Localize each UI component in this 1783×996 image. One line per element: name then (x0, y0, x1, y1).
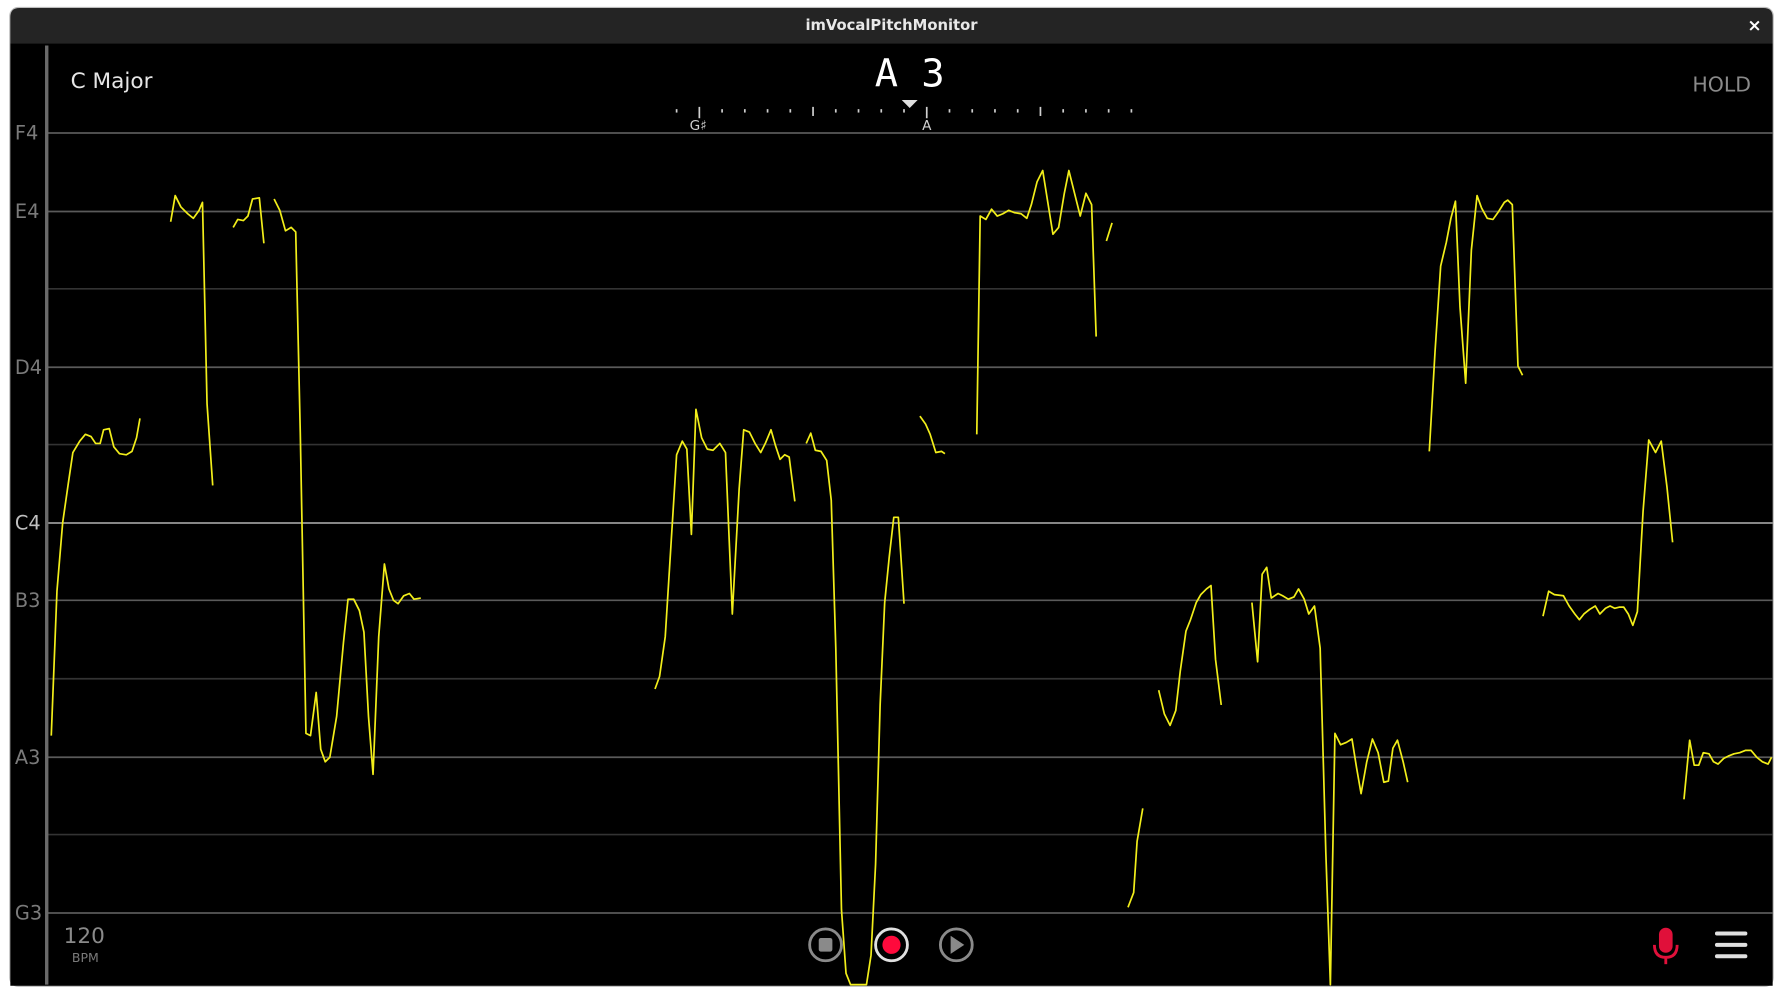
window-title: imVocalPitchMonitor (805, 17, 978, 34)
tuner-label: G♯ (690, 118, 707, 134)
stop-icon (818, 938, 833, 952)
mic-body (1658, 927, 1673, 953)
trace-segment (1428, 194, 1524, 452)
stop-ring (808, 927, 843, 963)
pitch-label: D4 (15, 356, 42, 379)
trace-segment (1157, 584, 1223, 727)
trace-segment (1542, 439, 1674, 627)
trace-segment (232, 196, 265, 244)
tuner-label: A (922, 118, 932, 134)
key-label[interactable]: C Major (71, 69, 153, 94)
canvas (10, 43, 1773, 986)
title-bar (10, 7, 1773, 44)
hold-button[interactable]: HOLD (1692, 72, 1751, 96)
pitch-label: F4 (15, 122, 38, 145)
record-icon (882, 935, 901, 954)
close-button[interactable]: × (1747, 16, 1761, 36)
trace-segment (975, 169, 1098, 435)
trace-segment (1105, 222, 1113, 242)
menu-button[interactable] (1714, 931, 1748, 959)
pitch-label: A3 (15, 746, 41, 769)
trace-segment (273, 198, 421, 776)
bpm-unit: BPM (72, 950, 99, 965)
pitch-label: C4 (15, 512, 41, 535)
play-button[interactable] (938, 927, 974, 963)
trace-segment (805, 432, 905, 986)
trace-segment (919, 415, 946, 455)
record-button[interactable] (874, 927, 909, 963)
pitch-label: E4 (15, 200, 40, 223)
pitch-label: G3 (15, 902, 42, 925)
grid (45, 45, 1773, 985)
tuner-indicator (901, 100, 918, 109)
bpm-value[interactable]: 120 (64, 924, 105, 949)
pitch-trace (50, 169, 1773, 986)
tuner-scale (675, 106, 1133, 119)
trace-segment (1127, 808, 1144, 908)
mic-button[interactable] (1652, 927, 1679, 965)
trace-segment (169, 194, 214, 486)
pitch-labels: F4 E4 D4 C4 B3 A3 G3 (15, 122, 42, 925)
current-note: A 3 (875, 52, 945, 97)
play-icon (950, 935, 965, 954)
pitch-label: B3 (15, 589, 41, 612)
record-ring (874, 927, 909, 963)
trace-segment (1251, 566, 1409, 986)
trace-segment (654, 408, 796, 690)
trace-segment (50, 418, 141, 736)
trace-segment (1683, 739, 1773, 800)
play-ring (938, 927, 974, 963)
stop-button[interactable] (808, 927, 843, 963)
